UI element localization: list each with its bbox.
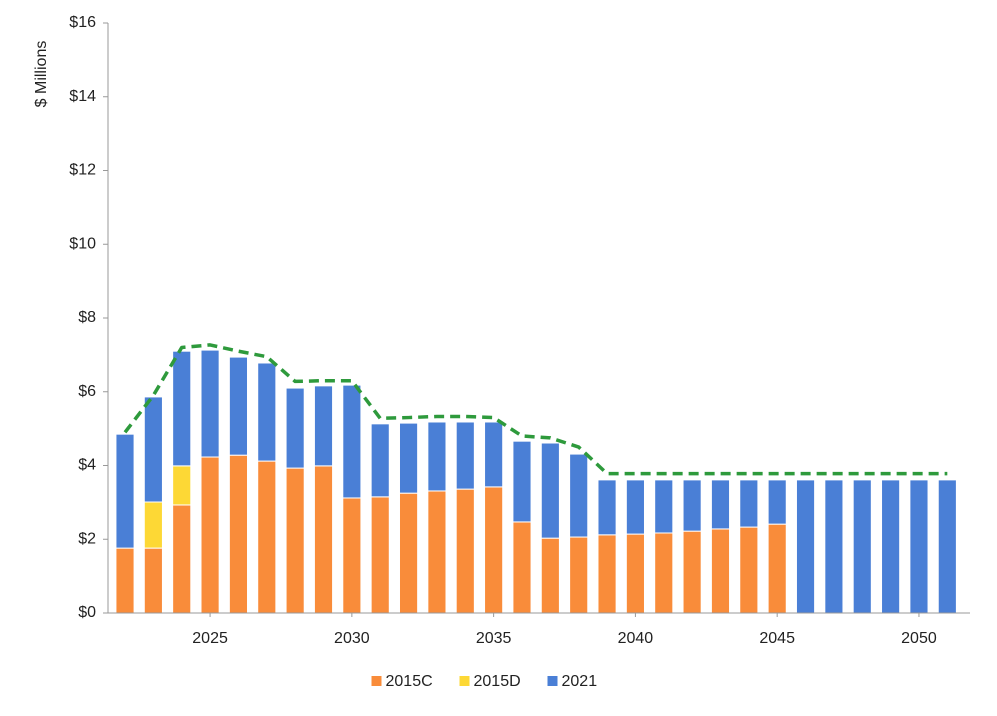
- bar-segment: [398, 422, 419, 494]
- bar-segment: [455, 421, 475, 490]
- bar-segment: [172, 350, 192, 467]
- bar-segment: [512, 521, 532, 614]
- bar-segment: [937, 479, 957, 614]
- y-axis-label: $ Millions: [33, 41, 50, 108]
- bar-segment: [682, 479, 702, 532]
- bar-segment: [370, 423, 390, 498]
- bar-segment: [710, 528, 731, 614]
- bar-segment: [654, 532, 674, 614]
- bar-segment: [398, 492, 419, 614]
- bar-segment: [540, 442, 560, 539]
- bar-segment: [767, 479, 787, 525]
- bar-segment: [143, 501, 163, 549]
- bar-segment: [257, 362, 277, 462]
- x-tick-label: 2040: [618, 630, 654, 647]
- bar-segment: [172, 465, 192, 506]
- bar-segment: [427, 490, 447, 614]
- bar-segment: [654, 479, 674, 534]
- y-tick-label: $12: [69, 162, 96, 179]
- bar-segment: [512, 440, 532, 523]
- bar-segment: [484, 421, 504, 488]
- bar-segment: [625, 479, 645, 535]
- y-tick-label: $10: [69, 235, 96, 252]
- y-tick-label: $16: [69, 14, 96, 31]
- y-tick-label: $0: [78, 604, 96, 621]
- legend-swatch: [547, 676, 558, 686]
- bar-segment: [228, 356, 249, 456]
- bar-segment: [739, 479, 759, 528]
- legend-label: 2021: [562, 673, 598, 690]
- bar-segment: [370, 496, 390, 614]
- bar-segment: [285, 387, 305, 469]
- bar-segment: [143, 396, 163, 503]
- bar-segment: [739, 526, 759, 614]
- bar-segment: [881, 479, 901, 614]
- y-tick-label: $2: [78, 530, 96, 547]
- bar-segment: [115, 433, 135, 549]
- bar-segment: [285, 467, 305, 614]
- x-tick-label: 2050: [901, 630, 937, 647]
- bar-segment: [228, 454, 249, 614]
- y-tick-label: $8: [78, 309, 96, 326]
- bar-segment: [172, 504, 192, 614]
- bar-segment: [824, 479, 844, 614]
- bar-segment: [682, 530, 702, 614]
- bar-segment: [143, 547, 163, 614]
- bar-segment: [342, 384, 362, 499]
- y-tick-label: $4: [78, 457, 96, 474]
- bar-segment: [257, 460, 277, 614]
- x-tick-label: 2030: [334, 630, 370, 647]
- y-tick-label: $6: [78, 383, 96, 400]
- x-tick-label: 2045: [759, 630, 795, 647]
- bar-segment: [455, 488, 475, 614]
- bar-segment: [540, 537, 560, 614]
- bar-segment: [427, 421, 447, 492]
- bar-segment: [569, 453, 589, 538]
- x-tick-label: 2035: [476, 630, 512, 647]
- bar-segment: [852, 479, 872, 614]
- legend-swatch: [371, 676, 382, 686]
- bar-segment: [710, 479, 731, 530]
- bar-segment: [342, 497, 362, 614]
- bar-segment: [313, 465, 334, 614]
- bar-segment: [909, 479, 929, 614]
- y-tick-label: $14: [69, 88, 96, 105]
- x-tick-label: 2025: [192, 630, 228, 647]
- legend-swatch: [459, 676, 470, 686]
- bar-segment: [767, 523, 787, 614]
- bar-segment: [484, 486, 504, 614]
- bar-segment: [625, 533, 645, 614]
- legend-label: 2015D: [474, 673, 521, 690]
- legend-label: 2015C: [386, 673, 433, 690]
- bar-segment: [200, 349, 220, 458]
- bar-segment: [569, 536, 589, 614]
- bar-segment: [200, 456, 220, 614]
- total-line: [123, 343, 948, 476]
- bar-segment: [597, 534, 617, 614]
- bar-segment: [795, 479, 816, 614]
- bar-segment: [313, 385, 334, 467]
- bar-segment: [597, 479, 617, 536]
- bar-segment: [115, 547, 135, 614]
